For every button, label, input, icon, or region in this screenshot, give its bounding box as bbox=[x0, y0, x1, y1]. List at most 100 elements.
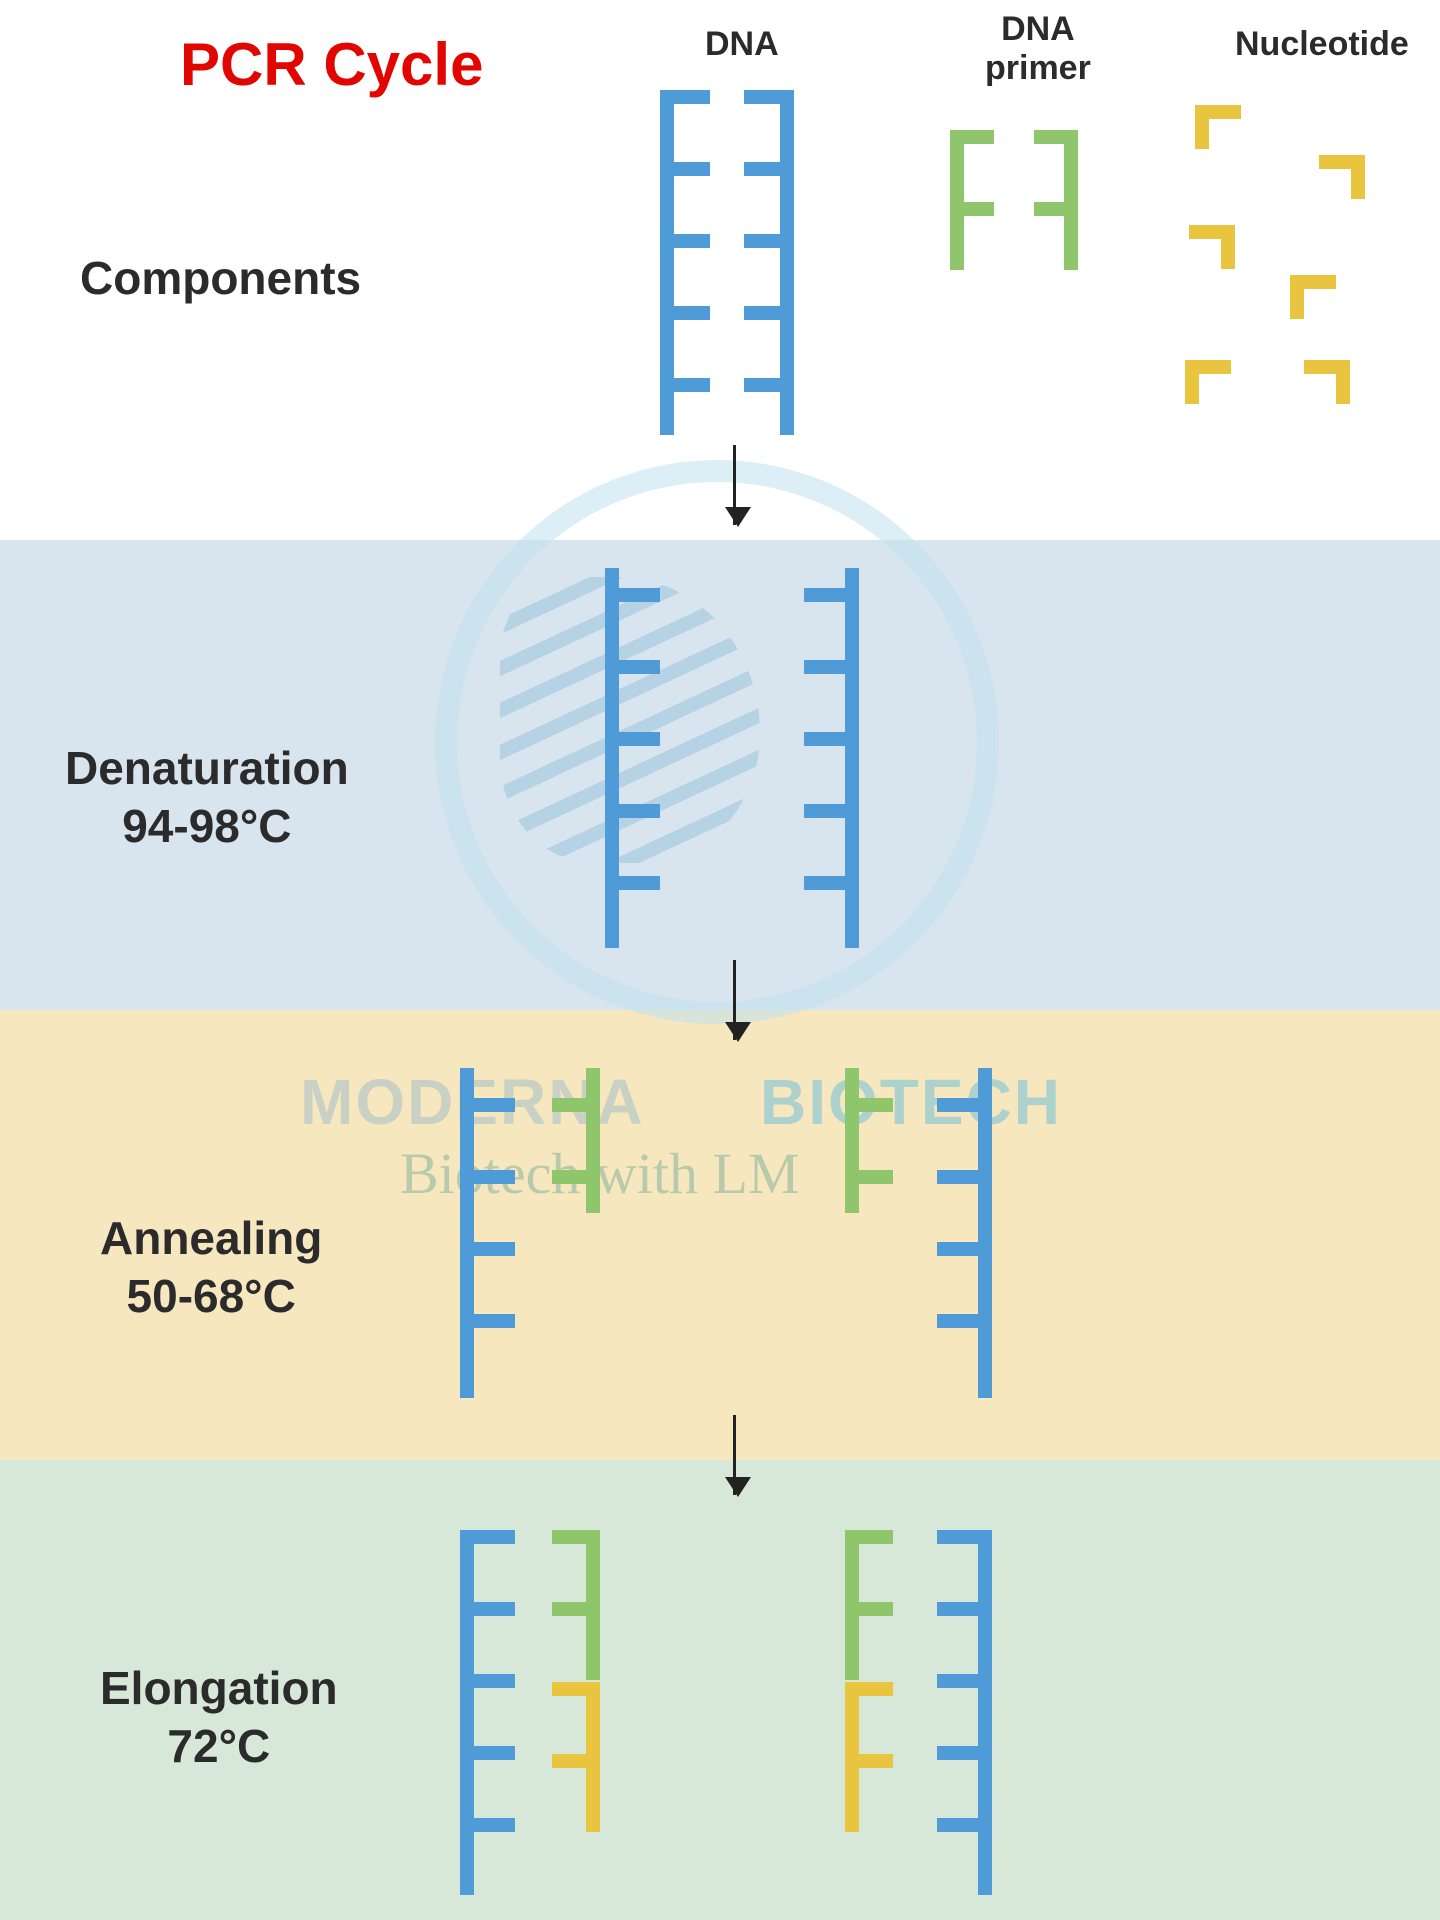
nuc-bar bbox=[1290, 275, 1336, 289]
strand-rung bbox=[845, 1530, 893, 1544]
strand-backbone bbox=[460, 1068, 474, 1398]
strand-rung bbox=[937, 1314, 992, 1328]
strand-rung bbox=[1034, 202, 1078, 216]
strand-rung bbox=[804, 804, 859, 818]
down-arrow-icon bbox=[733, 1415, 736, 1495]
strand-rung bbox=[605, 732, 660, 746]
strand-rung bbox=[937, 1818, 992, 1832]
strand-rung bbox=[552, 1098, 600, 1112]
down-arrow-icon bbox=[733, 960, 736, 1040]
strand-rung bbox=[744, 162, 794, 176]
strand-rung bbox=[937, 1746, 992, 1760]
stage-label-denaturation: Denaturation 94-98°C bbox=[65, 740, 349, 855]
nucleotide-icon bbox=[1175, 225, 1235, 269]
strand-rung bbox=[460, 1098, 515, 1112]
strand-backbone bbox=[845, 1068, 859, 1213]
strand-rung bbox=[552, 1602, 600, 1616]
dna-strand bbox=[605, 568, 674, 948]
diagram-title: PCR Cycle bbox=[180, 30, 483, 99]
strand-rung bbox=[744, 90, 794, 104]
strand-rung bbox=[605, 660, 660, 674]
strand-backbone bbox=[845, 568, 859, 948]
strand-rung bbox=[845, 1098, 893, 1112]
strand-rung bbox=[605, 876, 660, 890]
strand-rung bbox=[744, 234, 794, 248]
strand-rung bbox=[460, 1818, 515, 1832]
stage-label-components: Components bbox=[80, 250, 361, 308]
strand-backbone bbox=[460, 1530, 474, 1895]
strand-rung bbox=[950, 130, 994, 144]
strand-backbone bbox=[586, 1068, 600, 1213]
strand-backbone bbox=[605, 568, 619, 948]
legend-label-primer: DNA primer bbox=[985, 10, 1091, 88]
primer-strand bbox=[538, 1068, 600, 1213]
nucleotide-icon bbox=[1305, 155, 1365, 199]
strand-rung bbox=[1034, 130, 1078, 144]
strand-rung bbox=[552, 1530, 600, 1544]
strand-rung bbox=[460, 1170, 515, 1184]
strand-backbone bbox=[1064, 130, 1078, 270]
strand-rung bbox=[950, 202, 994, 216]
strand-rung bbox=[937, 1242, 992, 1256]
primer-strand bbox=[950, 130, 1008, 270]
strand-rung bbox=[552, 1170, 600, 1184]
primer-strand bbox=[1020, 130, 1078, 270]
strand-rung bbox=[845, 1602, 893, 1616]
nucleotide-icon bbox=[1185, 360, 1245, 404]
strand-rung bbox=[460, 1746, 515, 1760]
legend-label-nucleotide: Nucleotide bbox=[1235, 25, 1409, 64]
dna-strand bbox=[730, 90, 794, 435]
new-strand bbox=[538, 1682, 600, 1832]
strand-rung bbox=[804, 660, 859, 674]
strand-rung bbox=[460, 1602, 515, 1616]
dna-strand bbox=[790, 568, 859, 948]
strand-rung bbox=[744, 306, 794, 320]
strand-rung bbox=[937, 1170, 992, 1184]
strand-backbone bbox=[978, 1068, 992, 1398]
nuc-bar bbox=[1304, 360, 1350, 374]
nucleotide-icon bbox=[1290, 275, 1350, 319]
strand-rung bbox=[460, 1242, 515, 1256]
strand-rung bbox=[845, 1682, 893, 1696]
strand-rung bbox=[804, 588, 859, 602]
strand-rung bbox=[552, 1682, 600, 1696]
nucleotide-icon bbox=[1195, 105, 1255, 149]
strand-rung bbox=[937, 1674, 992, 1688]
strand-rung bbox=[660, 234, 710, 248]
strand-rung bbox=[660, 306, 710, 320]
strand-rung bbox=[660, 378, 710, 392]
nuc-bar bbox=[1189, 225, 1235, 239]
strand-rung bbox=[804, 876, 859, 890]
strand-rung bbox=[552, 1754, 600, 1768]
strand-rung bbox=[845, 1754, 893, 1768]
stage-label-annealing: Annealing 50-68°C bbox=[100, 1210, 322, 1325]
strand-rung bbox=[804, 732, 859, 746]
strand-backbone bbox=[950, 130, 964, 270]
strand-rung bbox=[660, 162, 710, 176]
nuc-bar bbox=[1195, 105, 1241, 119]
legend-label-dna: DNA bbox=[705, 25, 779, 64]
primer-strand bbox=[845, 1068, 907, 1213]
strand-rung bbox=[460, 1314, 515, 1328]
primer-strand bbox=[538, 1530, 600, 1680]
strand-rung bbox=[460, 1530, 515, 1544]
dna-strand bbox=[460, 1068, 529, 1398]
dna-strand bbox=[923, 1530, 992, 1895]
strand-rung bbox=[937, 1602, 992, 1616]
watermark-text: BIOTECH bbox=[760, 1065, 1062, 1139]
strand-backbone bbox=[978, 1530, 992, 1895]
strand-rung bbox=[744, 378, 794, 392]
strand-rung bbox=[937, 1530, 992, 1544]
strand-rung bbox=[605, 804, 660, 818]
dna-strand bbox=[460, 1530, 529, 1895]
strand-rung bbox=[460, 1674, 515, 1688]
dna-strand bbox=[660, 90, 724, 435]
strand-rung bbox=[937, 1098, 992, 1112]
down-arrow-icon bbox=[733, 445, 736, 525]
nuc-bar bbox=[1319, 155, 1365, 169]
nucleotide-icon bbox=[1290, 360, 1350, 404]
strand-rung bbox=[660, 90, 710, 104]
new-strand bbox=[845, 1682, 907, 1832]
nuc-bar bbox=[1185, 360, 1231, 374]
strand-rung bbox=[845, 1170, 893, 1184]
